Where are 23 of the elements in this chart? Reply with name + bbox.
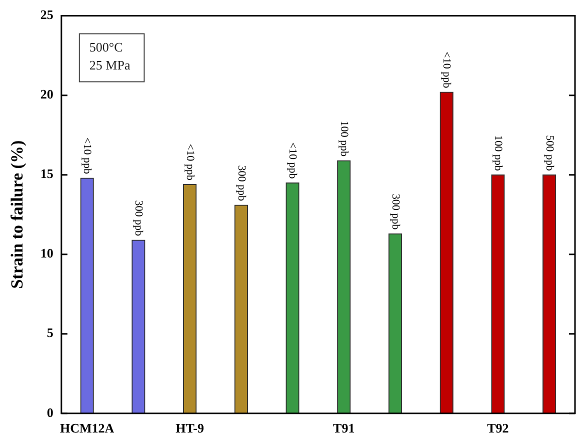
x-tick-label: HCM12A	[60, 420, 115, 436]
x-tick-label: T92	[487, 420, 509, 436]
y-tick-label: 25	[40, 7, 54, 22]
annotation: 300 ppb	[235, 165, 248, 202]
y-axis-title: Strain to failure (%)	[8, 140, 27, 289]
x-tick-label: HT-9	[176, 420, 205, 436]
y-tick-label: 5	[46, 325, 54, 340]
annotation: 100 ppb	[338, 120, 350, 158]
y-tick-label: 0	[46, 404, 54, 420]
annotation: 500°C	[89, 40, 123, 55]
annotation: 100 ppb	[492, 135, 504, 172]
y-tick-label: 20	[40, 86, 54, 102]
annotation: 500 ppb	[543, 135, 556, 172]
annotation: <10 ppb	[286, 142, 299, 180]
annotation: <10 ppb	[81, 138, 94, 175]
annotation: 300 ppb	[389, 194, 402, 230]
annotation: 300 ppb	[132, 200, 145, 237]
x-tick-label: T91	[333, 420, 355, 436]
annotation: <10 ppb	[184, 144, 196, 181]
y-tick-label: 15	[40, 166, 54, 182]
annotation: 25 MPa	[89, 58, 130, 73]
y-tick-label: 10	[40, 246, 54, 261]
annotation: <10 ppb	[440, 52, 453, 89]
